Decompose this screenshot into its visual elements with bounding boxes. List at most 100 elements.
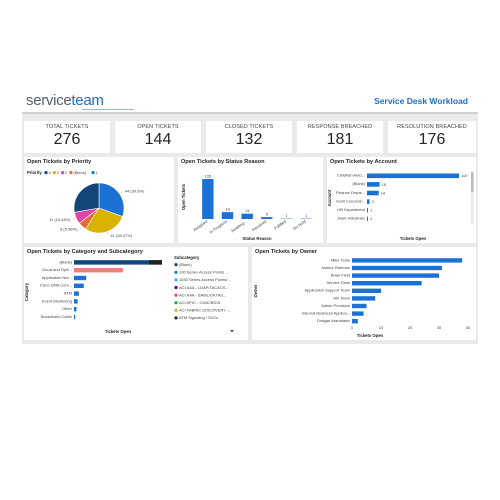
bar-data-label: 3 [372, 199, 375, 204]
category-chart: Category (Blank) Cloud and Syst... Applicat… [24, 255, 234, 334]
bar-data-label: 5 [266, 212, 269, 217]
account-bar [367, 173, 459, 179]
account-bar [367, 199, 370, 204]
x-tick-label: On Hold [292, 219, 307, 232]
legend-label: 1530 Series Access Points/... [179, 277, 231, 282]
legend-label: ACI FABRIC DISCOVERY -... [179, 308, 232, 313]
kpi-open-tickets[interactable]: OPEN TICKETS 144 [115, 121, 201, 153]
kpi-value: 181 [326, 131, 354, 148]
legend-scroll-down-icon [230, 330, 234, 333]
panel-title: Open Tickets by Category and Subcategory [27, 249, 143, 255]
bar-data-label: 14 [381, 190, 386, 195]
y-tick-label: Broadband Cable [41, 314, 73, 319]
pie-slice [85, 207, 123, 234]
y-tick-label: (Blank) [352, 181, 365, 186]
y-tick-label: Service Desk [326, 280, 350, 285]
x-tick-label: 20 [408, 325, 413, 330]
owner-bar [352, 273, 439, 278]
bar-data-label: 18 [225, 207, 230, 212]
pie-legend-label: 1 [96, 170, 99, 175]
account-bar [367, 190, 379, 196]
pie-leader-line [79, 226, 83, 230]
owner-bar [352, 303, 367, 309]
priority-pie-chart: Priority 4 3 2 (Blank) 1 44 (30.6%) 41 (28.47%)… [27, 170, 145, 238]
bar-data-label: 14 [245, 208, 250, 213]
status-bar [261, 217, 273, 219]
y-tick-label: HR Team [333, 295, 350, 300]
bar-data-label: 110 [461, 173, 468, 178]
serviceteam-logo: serviceteam [26, 92, 104, 109]
y-tick-label: Internal Business Applica... [302, 311, 350, 316]
x-tick-label: In Progress [208, 219, 228, 235]
panel-title: Open Tickets by Status Reason [181, 159, 265, 165]
category-bar [74, 268, 123, 273]
account-bar [367, 182, 380, 187]
category-bar-segment [149, 260, 162, 265]
y-tick-label: Brian Field [331, 273, 350, 278]
y-tick-label: Mike Teste [331, 257, 351, 262]
category-bar [74, 260, 162, 265]
x-tick-label: 0 [351, 325, 354, 330]
owner-bar [352, 288, 381, 293]
x-axis-label: Tickets Open [400, 236, 427, 241]
x-tick-label: 40 [466, 325, 471, 330]
kpi-closed-tickets[interactable]: CLOSED TICKETS 132 [206, 121, 292, 153]
owner-bar [352, 311, 364, 316]
priority-pie-panel[interactable]: Open Tickets by Priority Priority 4 3 2 (Bla… [24, 157, 174, 243]
x-tick-label: Fulfilled [273, 219, 287, 231]
pie-legend-label: 2 [65, 170, 68, 175]
pie-legend-marker [44, 171, 48, 175]
x-tick-label: 10 [379, 325, 384, 330]
pie-legend-label: 3 [57, 170, 60, 175]
legend-label: ACI APIC - CIMC/BIOS [179, 300, 221, 305]
panel-title: Open Tickets by Owner [255, 249, 318, 255]
legend-label: ACI AAA - LDAP/TACACS... [179, 285, 229, 290]
x-axis-label: Tickets Open [357, 333, 384, 338]
x-axis-label: Tickets Open [105, 329, 132, 334]
kpi-value: 144 [144, 131, 172, 148]
owner-panel[interactable]: Open Tickets by Owner Owner Mike Teste Ash… [252, 247, 476, 340]
y-tick-label: Dragan Arambasic [317, 318, 350, 323]
panel-title: Open Tickets by Priority [27, 159, 92, 165]
kpi-label: RESPONSE BREACHED [307, 124, 373, 130]
kpi-resolution-breached[interactable]: RESOLUTION BREACHED 176 [388, 121, 476, 153]
y-tick-label: Event Monitoring [42, 298, 72, 303]
x-tick-label: 30 [437, 325, 442, 330]
legend-label: ATM Signaling / SVCs [179, 315, 218, 320]
category-bar [74, 283, 84, 288]
category-bar [74, 291, 79, 296]
pie-legend-title: Priority [27, 170, 42, 175]
pie-legend-marker [91, 171, 95, 175]
owner-chart: Owner Mike Teste Ashkur Rahman Brian Field S… [253, 257, 471, 338]
report-header: serviceteam Service Desk Workload [22, 88, 478, 114]
legend-label: 100 Series Access Points ... [179, 270, 229, 275]
kpi-response-breached[interactable]: RESPONSE BREACHED 181 [297, 121, 383, 153]
dashboard-canvas: serviceteam Service Desk Workload TOTAL … [22, 88, 478, 344]
logo-text-team: team [71, 92, 104, 109]
y-tick-label: (Blank) [59, 259, 72, 264]
kpi-label: RESOLUTION BREACHED [397, 124, 467, 130]
category-panel[interactable]: Open Tickets by Category and Subcategory… [24, 247, 248, 340]
y-tick-label: Finance Depar... [336, 190, 365, 195]
y-tick-label: Cloud and Syst... [42, 267, 72, 272]
status-reason-panel[interactable]: Open Tickets by Status Reason Open Ticke… [178, 157, 323, 243]
y-tick-label: Application Support Team [304, 288, 350, 293]
panel-title: Open Tickets by Account [330, 159, 397, 165]
y-axis-label: Open Tickets [181, 183, 186, 210]
y-tick-label: Application Net... [42, 275, 72, 280]
pie-data-label: 44 (30.6%) [125, 189, 145, 194]
bar-data-label: 1 [285, 213, 288, 218]
pie-legend-label: 4 [49, 170, 52, 175]
legend-marker [174, 316, 178, 320]
legend-marker [174, 308, 178, 312]
kpi-label: TOTAL TICKETS [45, 124, 89, 130]
legend-marker [174, 301, 178, 305]
owner-bar [352, 319, 358, 324]
pie-legend-marker [61, 171, 65, 175]
kpi-total-tickets[interactable]: TOTAL TICKETS 276 [24, 121, 110, 153]
status-bar [241, 213, 253, 219]
x-tick-label: Awaiting... [230, 219, 248, 234]
account-panel[interactable]: Open Tickets by Account Account Callahan … [327, 157, 476, 243]
pie-data-label: 11 (19.44%) [49, 217, 71, 222]
kpi-label: OPEN TICKETS [137, 124, 179, 130]
